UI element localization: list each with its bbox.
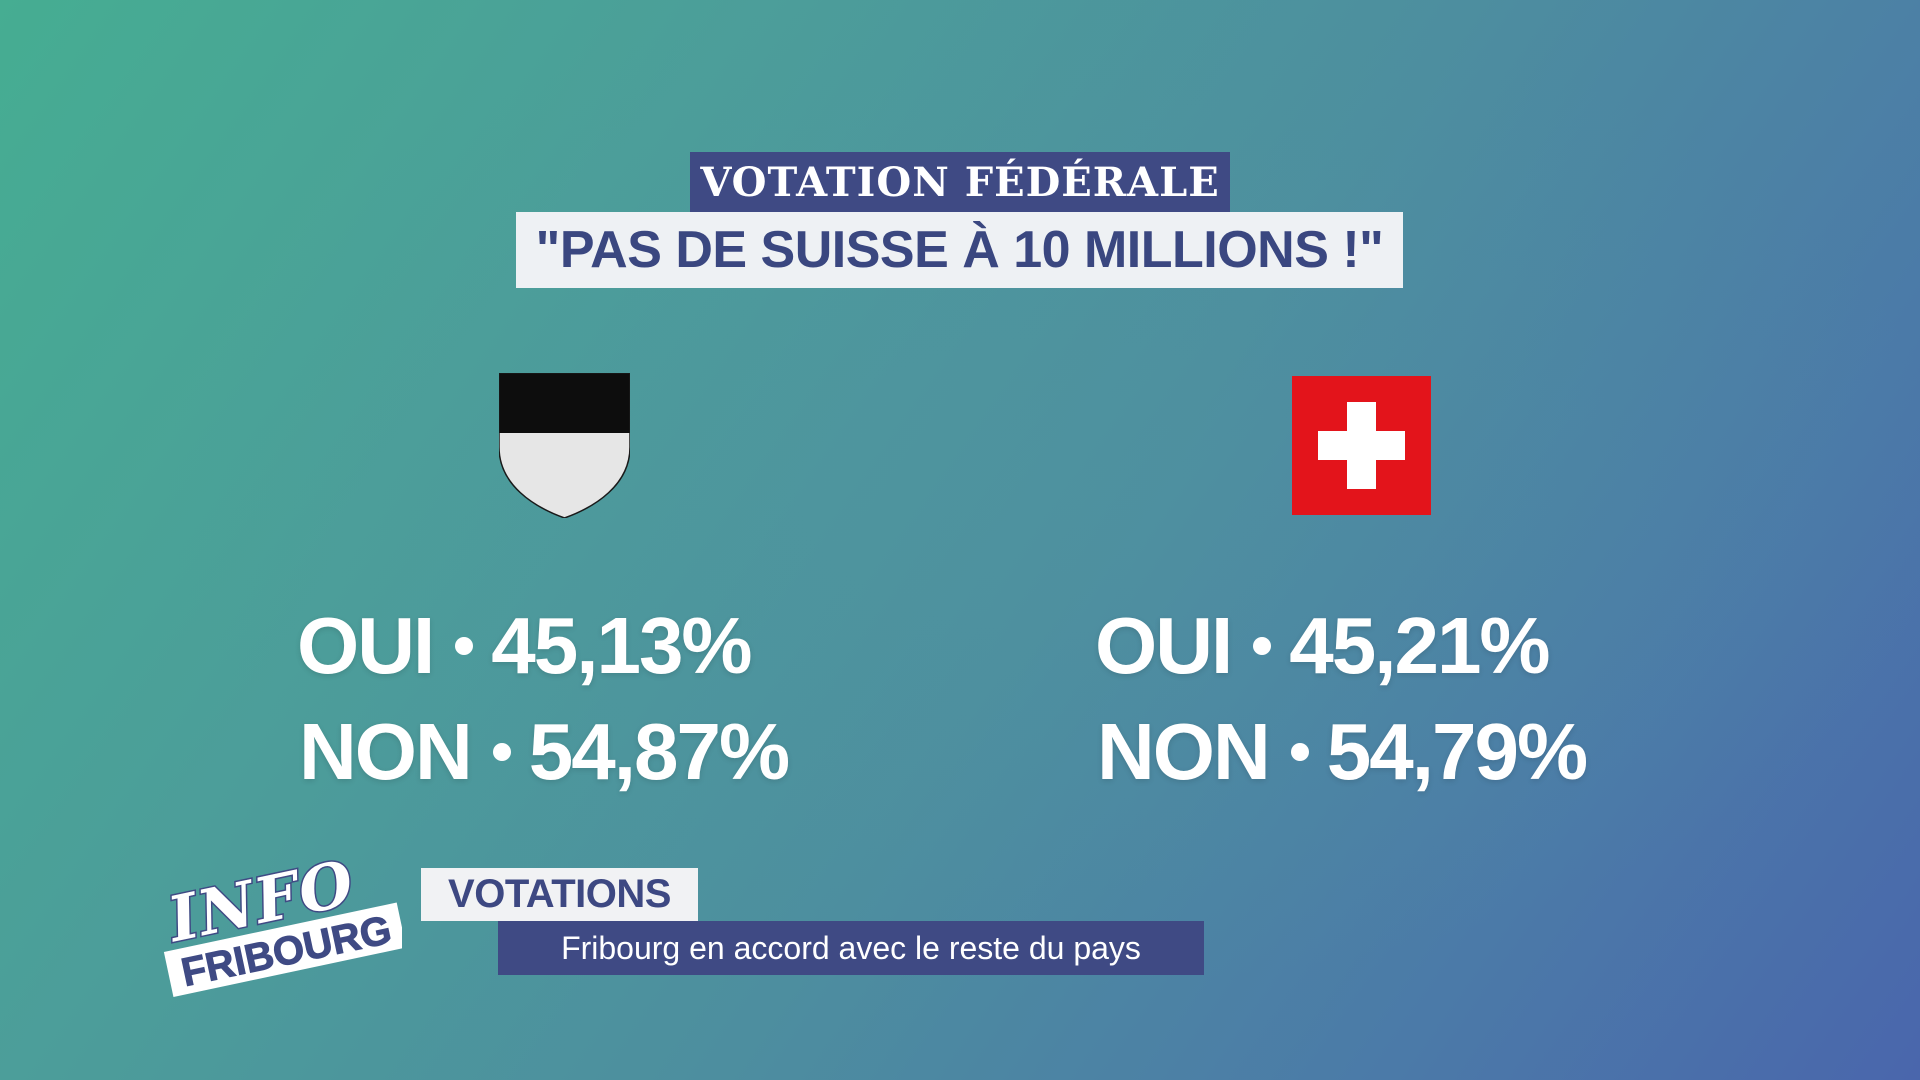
switzerland-no-label: NON (1097, 707, 1271, 796)
switzerland-no-value: 54,79% (1326, 707, 1588, 796)
switzerland-no-result: NON 54,79% (1097, 712, 1588, 792)
switzerland-yes-label: OUI (1095, 601, 1233, 690)
vote-title: "PAS DE SUISSE À 10 MILLIONS !" (516, 212, 1403, 288)
fribourg-yes-result: OUI 45,13% (297, 606, 753, 686)
headline-label: Fribourg en accord avec le reste du pays (498, 921, 1204, 975)
switzerland-yes-result: OUI 45,21% (1095, 606, 1551, 686)
fribourg-yes-value: 45,13% (491, 601, 752, 690)
switzerland-yes-value: 45,21% (1289, 601, 1550, 690)
separator-dot (455, 636, 474, 655)
fribourg-no-label: NON (299, 707, 473, 796)
info-fribourg-logo: FRIBOURG INFO (158, 856, 402, 997)
fribourg-yes-label: OUI (297, 601, 435, 690)
kicker-label: VOTATION FÉDÉRALE (690, 152, 1230, 212)
swiss-flag-icon (1292, 376, 1431, 515)
fribourg-no-value: 54,87% (528, 707, 790, 796)
fribourg-shield-icon (499, 373, 630, 518)
separator-dot (1253, 636, 1272, 655)
fribourg-no-result: NON 54,87% (299, 712, 790, 792)
category-label: VOTATIONS (421, 868, 698, 921)
separator-dot (1290, 742, 1309, 761)
separator-dot (492, 742, 511, 761)
